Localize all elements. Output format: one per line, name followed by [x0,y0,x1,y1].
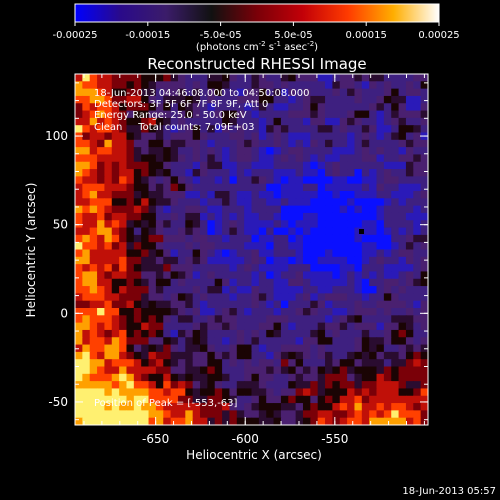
peak-position-text: Position of Peak = [-553,-63] [94,398,238,409]
colorbar [74,3,440,23]
y-axis-label: Heliocentric Y (arcsec) [24,183,38,318]
rhessi-image [75,74,428,425]
x-tick-label: -650 [142,432,169,446]
x-axis-label: Heliocentric X (arcsec) [186,448,322,462]
y-tick-label: -50 [48,395,68,409]
colorbar-tick-label: 0.00015 [346,30,387,41]
peak-marker [359,229,364,234]
colorbar-tick-label: -5.0e-05 [200,30,242,41]
colorbar-units: (photons cm-2 s-1 asec-2) [196,40,318,53]
energy-range-text: Energy Range: 25.0 - 50.0 keV [94,110,247,121]
colorbar-tick-label: -0.00015 [125,30,170,41]
detectors-text: Detectors: 3F 5F 6F 7F 8F 9F, Att 0 [94,99,268,110]
colorbar-tick-label: -0.00025 [53,30,98,41]
colorbar-tick-label: 5.0e-05 [274,30,312,41]
y-tick-label: 100 [45,129,68,143]
algorithm-counts-text: Clean Total counts: 7.09E+03 [94,122,254,133]
footer-timestamp: 18-Jun-2013 05:57 [402,486,496,497]
image-annotation: 18-Jun-2013 04:46:08.000 to 04:50:08.000… [94,88,310,409]
plot-frame [74,73,429,426]
y-tick-label: 50 [53,218,68,232]
colorbar-ticks: -0.00025 -0.00015 -5.0e-05 5.0e-05 0.00015 0.… [53,22,460,41]
axis-ticks: -650 -600 -550 -50 0 50 100 [45,74,428,446]
y-tick-label: 0 [60,306,68,320]
x-tick-label: -550 [321,432,348,446]
x-tick-label: -600 [232,432,259,446]
plot-title: Reconstructed RHESSI Image [147,55,366,73]
colorbar-tick-label: 0.00025 [418,30,459,41]
time-range-text: 18-Jun-2013 04:46:08.000 to 04:50:08.000 [94,88,310,99]
